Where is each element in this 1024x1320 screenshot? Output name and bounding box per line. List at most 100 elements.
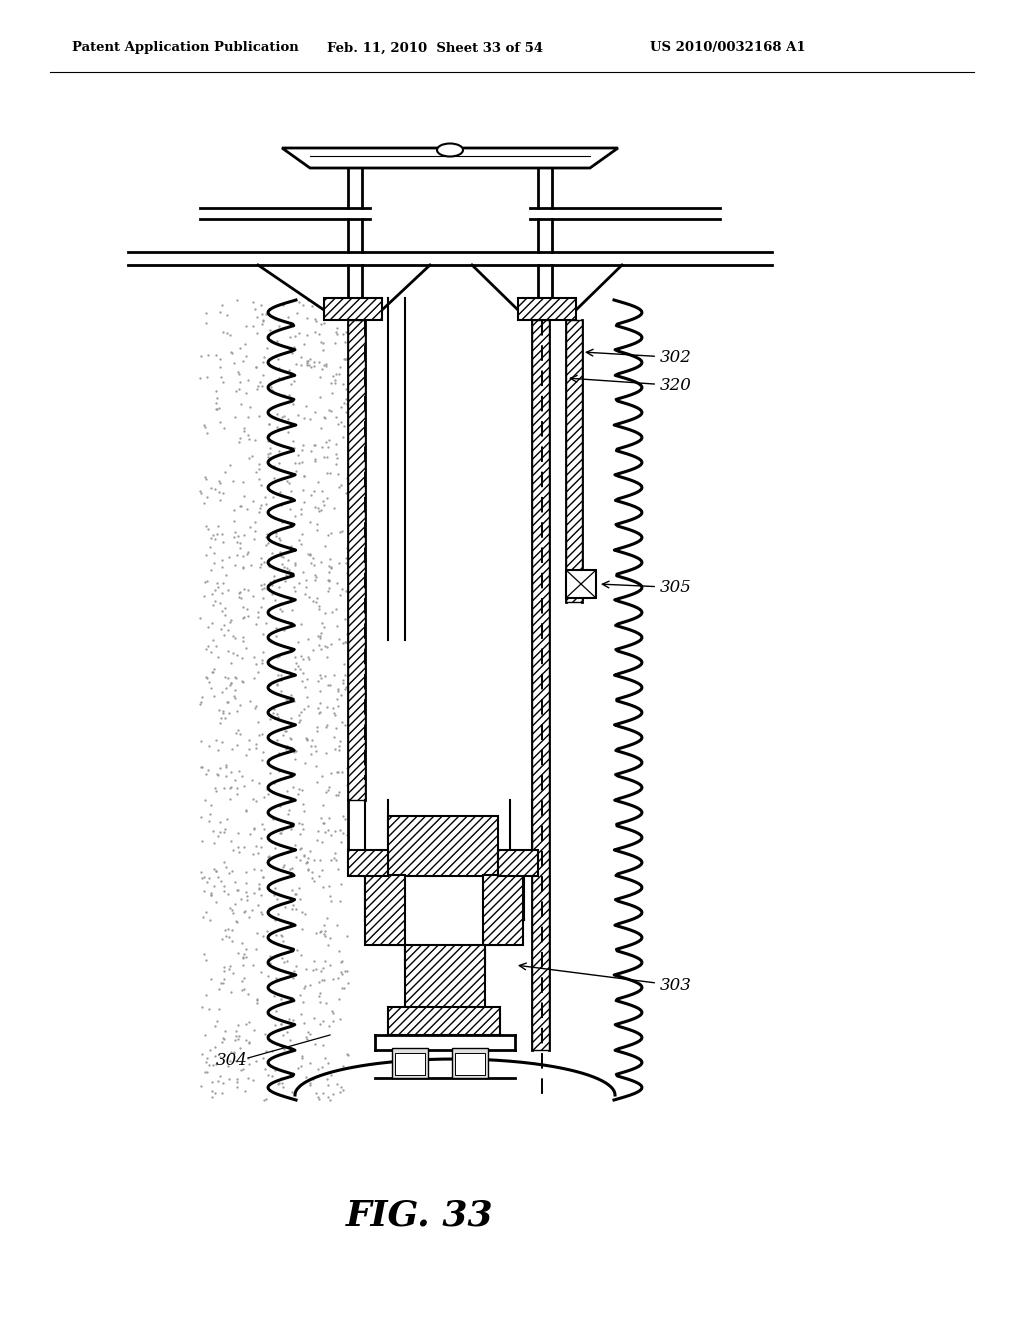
Point [256, 574, 272, 595]
Point [338, 388, 354, 409]
Point [333, 952, 349, 973]
Point [339, 758, 355, 779]
Point [229, 1014, 246, 1035]
Point [294, 451, 310, 473]
Point [316, 302, 333, 323]
Point [328, 453, 344, 474]
Point [335, 426, 351, 447]
Point [234, 948, 251, 969]
Point [261, 429, 278, 450]
Point [193, 1074, 209, 1096]
Point [193, 861, 209, 882]
Point [330, 615, 346, 636]
Point [300, 1020, 316, 1041]
Point [229, 1076, 246, 1097]
Point [301, 289, 317, 310]
Point [209, 524, 225, 545]
Point [317, 665, 334, 686]
Point [293, 499, 309, 520]
Point [299, 851, 315, 873]
Point [207, 1036, 223, 1057]
Point [317, 715, 334, 737]
Point [262, 675, 279, 696]
Point [203, 642, 219, 663]
Point [254, 903, 270, 924]
Point [237, 524, 253, 545]
Point [322, 928, 338, 949]
Point [273, 601, 290, 622]
Point [323, 400, 339, 421]
Point [284, 818, 300, 840]
Point [229, 784, 246, 805]
Point [334, 632, 350, 653]
Point [302, 735, 318, 756]
Point [237, 486, 253, 507]
Point [251, 878, 267, 899]
Point [328, 407, 344, 428]
Point [335, 1056, 351, 1077]
Point [294, 813, 310, 834]
Point [216, 708, 232, 729]
Point [248, 461, 264, 482]
Point [210, 516, 226, 537]
Point [218, 808, 234, 829]
Point [287, 834, 303, 855]
Point [248, 939, 264, 960]
Point [275, 950, 292, 972]
Point [210, 826, 226, 847]
Point [224, 931, 241, 952]
Point [193, 807, 209, 828]
Point [249, 989, 265, 1010]
Point [199, 871, 215, 892]
Point [338, 300, 354, 321]
Point [338, 581, 354, 602]
Point [309, 498, 326, 519]
Point [325, 697, 341, 718]
Point [199, 1047, 215, 1068]
Point [264, 379, 281, 400]
Point [248, 738, 264, 759]
Point [194, 997, 210, 1018]
Point [248, 696, 264, 717]
Point [329, 1073, 345, 1094]
Point [311, 366, 328, 387]
Point [238, 315, 254, 337]
Point [274, 660, 291, 681]
Point [308, 755, 325, 776]
Point [312, 639, 329, 660]
Point [213, 708, 229, 729]
Point [327, 842, 343, 863]
Point [293, 533, 309, 554]
Point [236, 978, 252, 999]
Point [214, 1031, 230, 1052]
Point [255, 364, 271, 385]
Point [301, 586, 317, 607]
Point [287, 453, 303, 474]
Point [285, 968, 301, 989]
Point [213, 731, 229, 752]
Point [307, 496, 324, 517]
Point [288, 884, 304, 906]
Point [338, 321, 354, 342]
Point [254, 1048, 270, 1069]
Point [252, 498, 268, 519]
Point [298, 395, 314, 416]
Point [314, 437, 331, 458]
Point [254, 813, 270, 834]
Point [271, 599, 288, 620]
Point [295, 818, 311, 840]
Point [230, 362, 247, 383]
Point [250, 454, 266, 475]
Point [276, 557, 293, 578]
Point [258, 1040, 274, 1061]
Point [281, 661, 297, 682]
Point [299, 669, 315, 690]
Point [242, 824, 258, 845]
Point [296, 491, 312, 512]
Point [331, 987, 347, 1008]
Point [270, 743, 287, 764]
Point [232, 495, 249, 516]
Point [297, 1067, 313, 1088]
Point [198, 545, 214, 566]
Point [317, 781, 334, 803]
